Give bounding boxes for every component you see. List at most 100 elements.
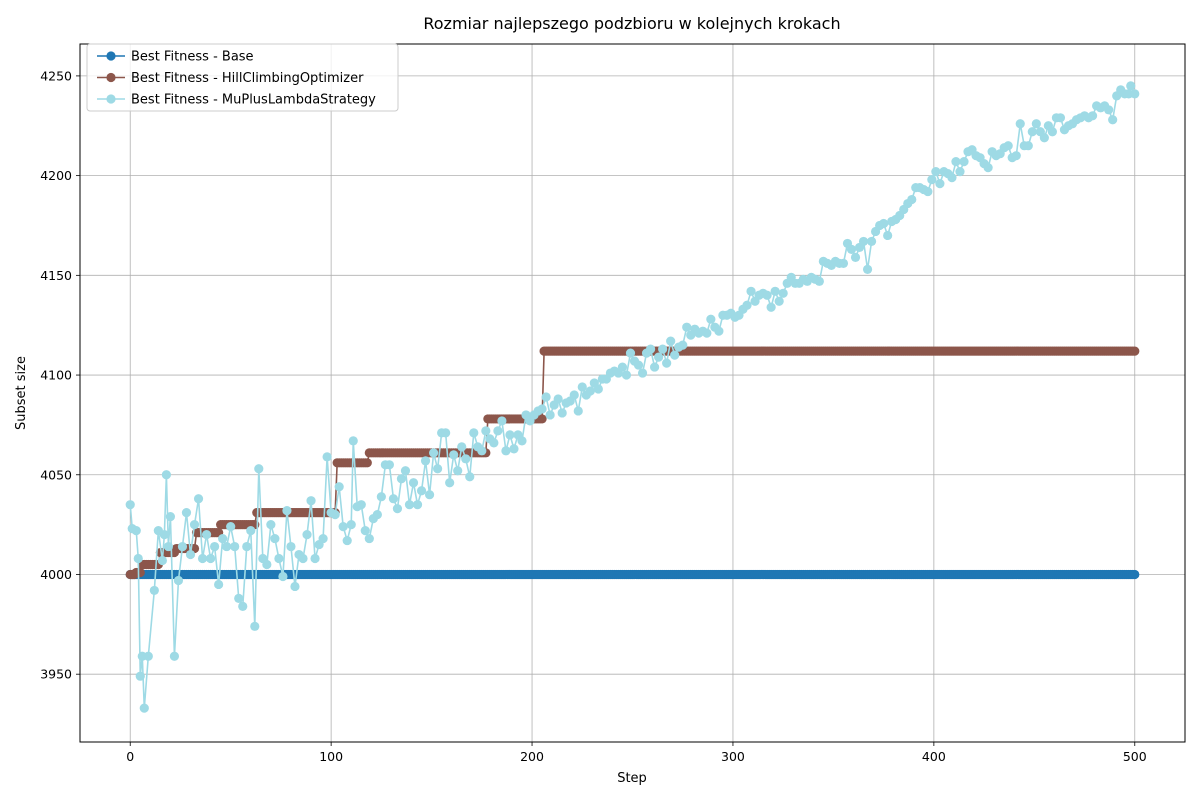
data-point (205, 553, 216, 564)
data-point (461, 454, 471, 464)
data-point (1027, 127, 1037, 137)
data-point (489, 438, 499, 448)
y-tick-label: 4250 (40, 68, 72, 83)
data-point (372, 510, 382, 520)
data-point (746, 286, 756, 296)
data-point (658, 344, 668, 354)
plot-frame (79, 43, 1186, 743)
data-point (557, 408, 567, 418)
data-point (218, 533, 228, 544)
x-tick-label: 500 (1123, 749, 1147, 764)
data-point (445, 478, 455, 488)
data-point (983, 163, 993, 173)
data-point (541, 392, 551, 402)
legend-label: Best Fitness - HillClimbingOptimizer (131, 71, 364, 86)
data-point (254, 464, 264, 474)
data-point (274, 553, 284, 564)
data-point (193, 494, 204, 504)
data-point (585, 386, 595, 396)
y-tick-label: 4100 (40, 368, 72, 383)
data-point (858, 236, 869, 247)
data-point (766, 302, 776, 312)
data-point (866, 236, 877, 247)
data-point (362, 458, 372, 468)
data-point (133, 553, 143, 564)
data-point (234, 593, 244, 604)
data-point (537, 404, 547, 414)
series-mupluslambda (125, 81, 1140, 713)
data-point (302, 529, 312, 540)
data-point (348, 436, 358, 446)
data-point (388, 494, 399, 504)
data-point (396, 474, 407, 484)
data-point (342, 535, 352, 546)
data-point (637, 368, 648, 378)
chart-title: Rozmiar najlepszego podzbioru w kolejnyc… (423, 14, 840, 33)
data-point (214, 579, 224, 590)
data-point (947, 173, 957, 183)
data-point (625, 348, 636, 358)
data-point (449, 450, 459, 460)
data-point (165, 512, 176, 522)
x-tick-label: 300 (721, 749, 745, 764)
data-point (477, 446, 487, 456)
data-point (169, 651, 180, 661)
data-point (412, 500, 423, 510)
legend-marker (106, 72, 116, 83)
data-point (298, 553, 308, 564)
data-point (814, 276, 824, 286)
legend-box (86, 43, 399, 112)
data-point (424, 490, 435, 500)
legend-item: Best Fitness - Base (97, 50, 254, 65)
data-point (927, 175, 937, 185)
data-point (177, 541, 188, 552)
data-point (931, 167, 941, 177)
data-point (441, 428, 451, 438)
data-point (384, 460, 394, 470)
data-point (290, 581, 300, 592)
data-point (242, 541, 252, 552)
x-axis-label: Step (617, 771, 647, 786)
data-point (778, 288, 788, 298)
data-point (1126, 81, 1136, 91)
series-base (125, 569, 1140, 580)
data-point (139, 703, 149, 713)
data-point (1015, 119, 1025, 129)
data-point (517, 436, 527, 446)
data-point (670, 350, 680, 360)
data-point (163, 541, 173, 552)
data-point (222, 541, 232, 552)
data-point (509, 444, 519, 454)
data-point (682, 322, 692, 332)
data-point (238, 601, 248, 611)
data-point (883, 230, 893, 241)
data-point (318, 533, 328, 544)
data-point (706, 314, 716, 324)
data-point (201, 529, 212, 540)
y-tick-label: 4000 (40, 567, 72, 582)
data-point (1039, 133, 1049, 143)
data-point (678, 340, 688, 350)
data-point (1023, 141, 1033, 151)
data-point (282, 506, 292, 516)
y-axis-label: Subset size (14, 356, 29, 430)
data-point (1130, 346, 1140, 356)
x-tick-label: 0 (126, 749, 134, 764)
data-point (1031, 119, 1041, 129)
data-point (404, 500, 415, 510)
data-point (143, 651, 153, 661)
y-tick-label: 3950 (40, 667, 72, 682)
y-tick-label: 4150 (40, 268, 72, 283)
data-point (278, 571, 288, 582)
data-point (210, 541, 220, 552)
data-point (497, 416, 507, 426)
data-point (553, 394, 563, 404)
data-point (416, 486, 427, 496)
data-point (501, 446, 511, 456)
data-point (1104, 105, 1114, 115)
data-point (846, 244, 857, 255)
data-point (1108, 115, 1118, 125)
data-point (376, 492, 386, 502)
